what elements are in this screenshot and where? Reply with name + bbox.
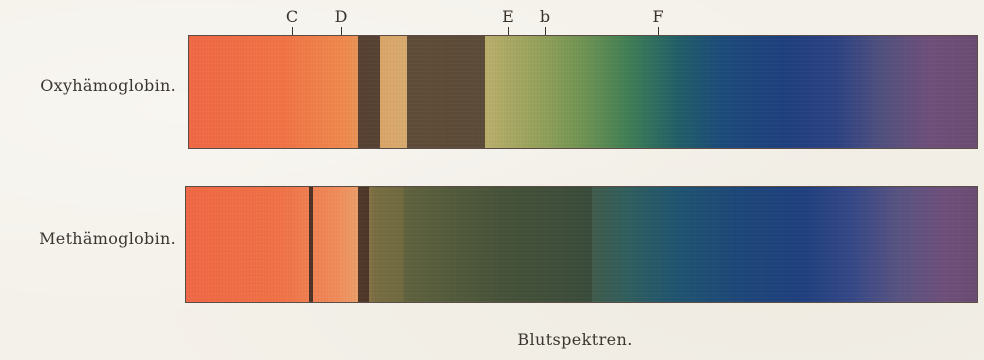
oxyhemoglobin-spectrum <box>188 35 978 149</box>
absorption-band <box>358 36 380 148</box>
fraunhofer-marker-c: C <box>282 8 302 37</box>
methemoglobin-label: Methämoglobin. <box>39 229 176 248</box>
absorption-band <box>358 187 369 302</box>
fraunhofer-marker-d: D <box>331 8 351 37</box>
absorption-band <box>368 187 404 302</box>
fraunhofer-letter: b <box>539 7 551 26</box>
fraunhofer-tick <box>507 27 509 37</box>
fraunhofer-marker-e: E <box>498 8 518 37</box>
fraunhofer-tick <box>657 27 659 37</box>
absorption-band <box>403 187 592 302</box>
fraunhofer-tick <box>340 27 342 37</box>
absorption-band <box>406 36 485 148</box>
fraunhofer-tick <box>291 27 293 37</box>
oxyhemoglobin-label: Oxyhämoglobin. <box>40 76 176 95</box>
fraunhofer-letter: F <box>652 7 664 26</box>
methemoglobin-spectrum <box>185 186 978 303</box>
figure-caption: Blutspektren. <box>517 330 633 349</box>
absorption-band <box>309 187 313 302</box>
fraunhofer-letter: C <box>285 7 299 26</box>
fraunhofer-letter: E <box>502 7 514 26</box>
fraunhofer-tick <box>544 27 546 37</box>
spectrum-texture <box>189 36 977 148</box>
fraunhofer-marker-f: F <box>648 8 668 37</box>
fraunhofer-marker-b: b <box>535 8 555 37</box>
fraunhofer-letter: D <box>334 7 348 26</box>
